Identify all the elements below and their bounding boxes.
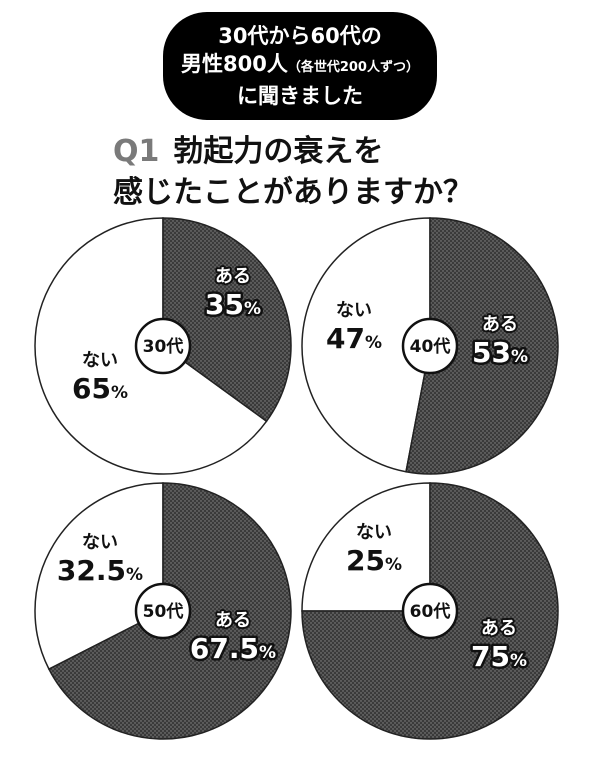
age-label-60s: 60代 xyxy=(410,601,451,622)
age-badge-50s xyxy=(134,582,192,640)
slice-nai-60s xyxy=(301,482,431,612)
slice-value-nai-40s: 47% xyxy=(326,322,382,355)
header-banner: 30代から60代の 男性800人（各世代200人ずつ） に聞きました xyxy=(163,12,437,120)
age-label-30s: 30代 xyxy=(143,336,184,357)
header-line-1: 30代から60代の xyxy=(218,24,382,48)
slice-name-aru-50s: ある xyxy=(215,610,251,631)
question-line-2: 感じたことがありますか？ xyxy=(113,175,473,210)
age-badge-40s xyxy=(401,317,459,375)
question-line-1: 勃起力の衰えを xyxy=(173,134,384,169)
header-line-3: に聞きました xyxy=(237,84,363,108)
slice-value-aru-30s: 35% xyxy=(205,288,261,321)
slice-aru-60s xyxy=(301,482,559,740)
question-title: Q1 勃起力の衰えを 感じたことがありますか？ xyxy=(113,131,473,213)
slice-name-nai-50s: ない xyxy=(82,532,118,553)
slice-value-nai-60s: 25% xyxy=(346,544,402,577)
slice-name-nai-60s: ない xyxy=(356,522,392,543)
age-label-50s: 50代 xyxy=(143,601,184,622)
age-badge-60s xyxy=(401,582,459,640)
slice-value-nai-50s: 32.5% xyxy=(57,554,143,587)
age-label-40s: 40代 xyxy=(410,336,451,357)
slice-name-aru-60s: ある xyxy=(481,618,517,639)
slice-aru-40s xyxy=(405,217,559,475)
slice-value-aru-50s: 67.5% xyxy=(190,632,276,665)
header-line-2-main: 男性800人 xyxy=(181,52,288,76)
slice-name-aru-40s: ある xyxy=(482,314,518,335)
age-badge-30s xyxy=(134,317,192,375)
slice-nai-40s xyxy=(301,217,431,473)
slice-name-nai-30s: ない xyxy=(82,350,118,371)
question-number: Q1 xyxy=(113,134,160,169)
slice-nai-50s xyxy=(34,482,164,671)
slice-value-nai-30s: 65% xyxy=(72,372,128,405)
slice-name-aru-30s: ある xyxy=(215,266,251,287)
slice-value-aru-60s: 75% xyxy=(471,640,527,673)
header-line-2: 男性800人（各世代200人ずつ） xyxy=(181,50,419,82)
header-line-2-sub: （各世代200人ずつ） xyxy=(287,60,419,75)
slice-value-aru-40s: 53% xyxy=(472,336,528,369)
slice-aru-30s xyxy=(162,217,292,423)
slice-name-nai-40s: ない xyxy=(336,300,372,321)
